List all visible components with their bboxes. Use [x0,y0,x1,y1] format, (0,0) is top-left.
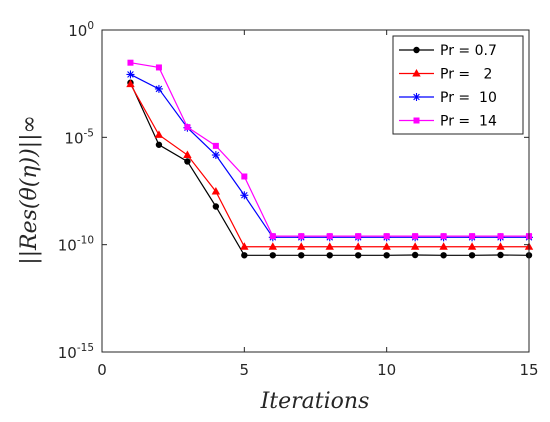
data-point [468,252,476,259]
legend: Pr = 0.7 Pr = 2 Pr = 10 Pr = 14 [392,35,524,135]
data-point [325,242,334,250]
data-point [440,252,447,259]
legend-label: Pr = 10 [440,90,497,106]
data-point [241,173,248,180]
data-point [411,251,419,259]
x-tick-label: 0 [97,361,107,379]
data-point [268,242,277,250]
data-point [212,203,220,210]
data-point [298,233,305,240]
data-point [184,124,191,131]
data-point [212,142,219,149]
data-point [412,233,419,240]
data-point [269,252,276,259]
data-point [354,242,363,250]
legend-label: Pr = 14 [440,114,497,130]
legend-entry: Pr = 2 [399,67,492,83]
legend-entry: Pr = 10 [399,90,497,106]
legend-entry: Pr = 14 [399,114,497,130]
data-point [355,252,362,259]
data-point [155,64,162,71]
data-point [297,242,306,250]
data-point [497,233,504,240]
data-point [211,186,221,195]
data-point [211,151,220,160]
plot-frame [101,29,530,353]
data-point [383,252,390,259]
data-point [496,242,505,250]
legend-entry: Pr = 0.7 [399,43,497,59]
data-point [240,242,249,250]
legend-marker [413,117,420,124]
data-point [326,252,333,259]
y-axis-label: ||Res(θ(η))||∞ [17,115,42,265]
legend-label: Pr = 0.7 [440,43,497,59]
data-point [440,233,447,240]
y-tick-label: 10-10 [58,235,94,255]
series-2 [126,79,534,250]
data-point [298,252,305,259]
data-point [154,130,164,138]
data-point [469,233,476,240]
data-point [355,233,362,240]
data-point [126,79,135,88]
data-point [467,242,477,250]
data-point [240,191,249,200]
data-point [183,150,192,159]
data-point [269,233,276,240]
data-point [326,233,333,240]
legend-marker [413,46,420,54]
data-point [155,141,163,148]
y-tick-label: 10-15 [58,342,94,362]
data-point [241,252,248,259]
data-point [497,251,504,259]
x-tick-label: 5 [240,361,250,379]
x-tick-label: 10 [377,361,396,379]
ticks-layer: 0 5 10 15 100 10-5 10-10 10-15 [58,20,539,379]
data-point [127,59,134,66]
y-tick-label: 10-5 [64,127,94,147]
data-point [410,242,420,250]
x-axis-label: Iterations [260,389,370,414]
series-layer [126,59,534,259]
data-point [382,242,391,250]
legend-marker [412,93,421,101]
data-point [126,70,135,79]
legend-marker [412,69,421,77]
data-point [439,242,448,250]
legend-label: Pr = 2 [440,67,492,83]
data-point [184,158,191,165]
data-point [154,84,163,93]
x-tick-label: 15 [519,361,538,379]
data-point [383,233,390,240]
y-tick-label: 100 [68,20,94,40]
